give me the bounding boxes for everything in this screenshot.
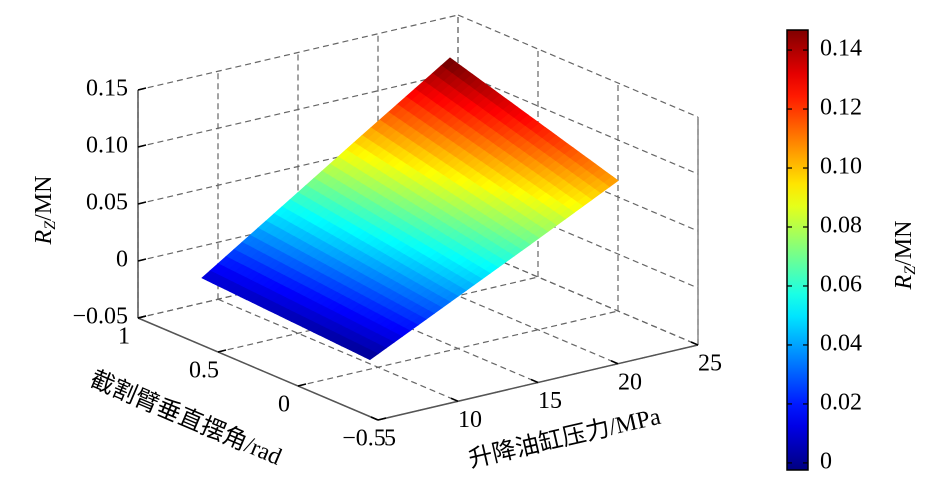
x-tick-label: 10 <box>458 407 482 433</box>
x-tick-label: 25 <box>698 351 722 377</box>
z-tick-label: −0.05 <box>72 304 128 330</box>
z-tick-label: 0.10 <box>86 133 128 159</box>
surface-patch <box>363 350 379 361</box>
y-tick <box>377 417 387 421</box>
x-tick <box>690 341 699 346</box>
x-tick <box>450 397 459 402</box>
colorbar-tick-label: 0.02 <box>820 389 862 415</box>
z-tick <box>137 201 147 205</box>
y-tick <box>137 315 147 319</box>
colorbar-scale <box>786 29 809 471</box>
x-tick <box>370 416 379 421</box>
colorbar-label: RZ/MN <box>891 221 919 291</box>
colorbar-tick-label: 0.04 <box>820 330 862 356</box>
x-tick-label: 20 <box>618 369 642 395</box>
surface <box>201 57 619 361</box>
grid-line <box>457 71 699 175</box>
x-axis-label: 升降油缸压力/MPa <box>466 403 663 473</box>
y-tick-label: 0 <box>278 392 290 418</box>
x-tick-label: 15 <box>538 388 562 414</box>
colorbar-tick-label: 0.14 <box>820 36 862 62</box>
z-tick-label: 0.15 <box>86 76 128 102</box>
grid-line <box>297 310 619 387</box>
y-tick <box>297 383 307 387</box>
y-axis <box>137 317 379 421</box>
z-tick <box>137 87 147 91</box>
grid-line <box>137 14 459 91</box>
y-axis-label: 截割臂垂直摆角/rad <box>86 366 286 471</box>
colorbar-tick-label: 0 <box>820 448 832 474</box>
grid-line <box>217 298 459 402</box>
colorbar: 0 0.02 0.04 0.06 0.08 0.10 0.12 0.14 <box>786 29 862 474</box>
colorbar-tick-label: 0.06 <box>820 271 862 297</box>
colorbar-tick-label: 0.08 <box>820 212 862 238</box>
y-tick-label: 0.5 <box>189 358 219 384</box>
x-tick <box>610 360 619 365</box>
z-axis-label: RZ/MN <box>31 176 59 246</box>
z-tick <box>137 258 147 262</box>
colorbar-tick-label: 0.10 <box>820 154 862 180</box>
y-tick-label: −0.5 <box>342 426 386 452</box>
z-tick <box>137 144 147 148</box>
z-tick-label: 0.05 <box>86 190 128 216</box>
colorbar-tick-label: 0.12 <box>820 95 862 121</box>
y-tick-label: 1 <box>118 324 130 350</box>
x-tick <box>530 378 539 384</box>
x-tick-label: 5 <box>384 426 396 452</box>
grid-line <box>457 14 699 118</box>
grid-line <box>137 71 459 148</box>
z-tick-label: 0 <box>116 247 128 273</box>
y-tick <box>217 349 227 353</box>
